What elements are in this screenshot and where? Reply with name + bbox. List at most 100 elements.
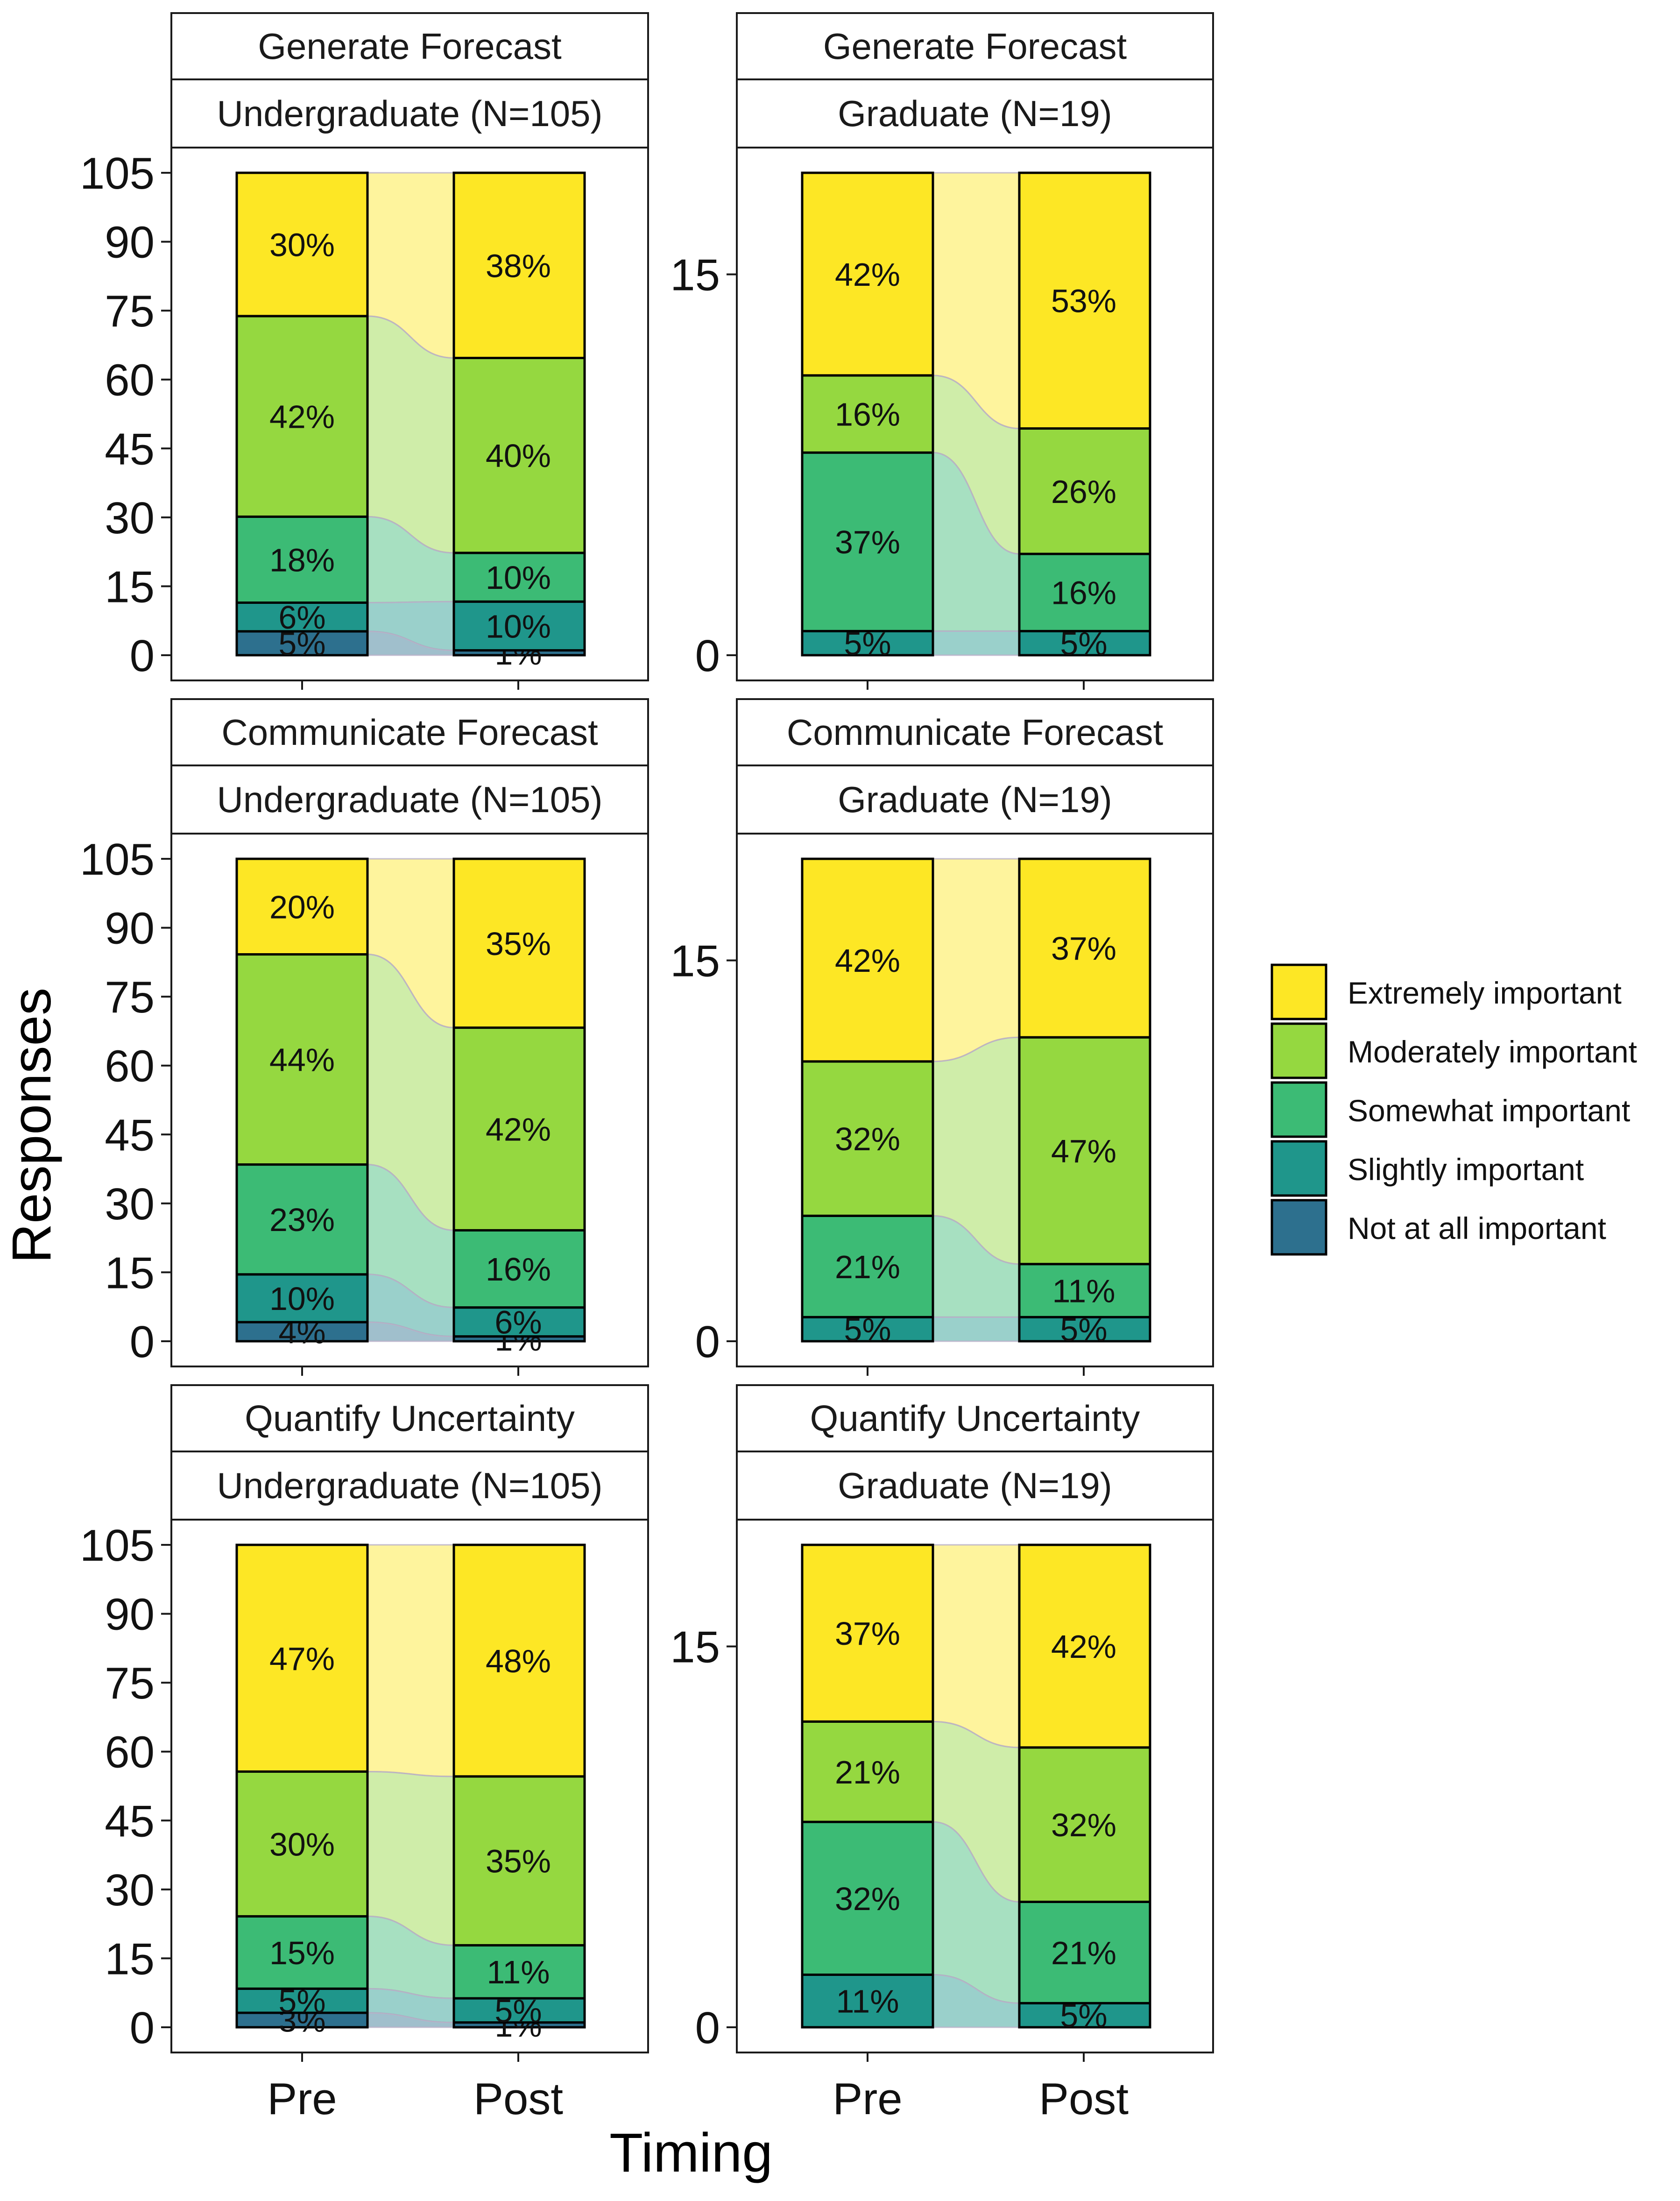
y-tick-label: 105 bbox=[80, 149, 155, 198]
panel-title: Quantify Uncertainty bbox=[245, 1398, 575, 1439]
pre-segment-extremely bbox=[801, 1543, 934, 1723]
pre-label-extremely: 30% bbox=[269, 226, 335, 263]
y-tick-label: 45 bbox=[105, 424, 155, 474]
post-segment-extremely bbox=[452, 857, 586, 1029]
pre-label-extremely: 42% bbox=[835, 942, 900, 979]
pre-label-extremely: 37% bbox=[835, 1615, 900, 1652]
y-tick-label: 0 bbox=[130, 1317, 155, 1367]
post-label-somewhat: 11% bbox=[1052, 1273, 1115, 1309]
strip-title-box bbox=[170, 12, 649, 80]
panel-title: Generate Forecast bbox=[823, 26, 1127, 67]
pre-segment-extremely bbox=[801, 857, 934, 1063]
legend-label-moderately: Moderately important bbox=[1348, 1034, 1637, 1069]
flow-extremely bbox=[367, 1544, 455, 1777]
post-label-moderately: 32% bbox=[1051, 1807, 1116, 1843]
panel-subtitle: Undergraduate (N=105) bbox=[217, 779, 602, 820]
post-label-somewhat: 16% bbox=[1051, 575, 1116, 611]
y-tick-label: 45 bbox=[105, 1110, 155, 1160]
panels: Generate Forecast Undergraduate (N=105) 0 1… bbox=[80, 12, 1214, 2124]
y-tick-label: 45 bbox=[105, 1796, 155, 1846]
post-segment-slightly bbox=[1018, 1316, 1151, 1343]
post-segment-moderately bbox=[452, 357, 586, 554]
flow-group bbox=[932, 1544, 1020, 2028]
pre-label-moderately: 42% bbox=[269, 399, 335, 435]
pre-label-moderately: 44% bbox=[269, 1042, 335, 1078]
post-label-extremely: 35% bbox=[486, 926, 551, 962]
flow-extremely bbox=[367, 172, 455, 359]
pre-segment-somewhat bbox=[801, 451, 934, 632]
y-tick-label: 30 bbox=[105, 493, 155, 543]
y-tick-label: 90 bbox=[105, 1590, 155, 1640]
pre-label-somewhat: 18% bbox=[269, 542, 335, 578]
y-tick-label: 15 bbox=[105, 1248, 155, 1298]
legend-key-moderately bbox=[1271, 1022, 1327, 1079]
y-tick-label: 90 bbox=[105, 904, 155, 954]
pre-segment-somewhat bbox=[235, 1163, 369, 1276]
y-tick-label: 0 bbox=[130, 2003, 155, 2053]
post-label-somewhat: 21% bbox=[1051, 1935, 1116, 1971]
post-segment-slightly bbox=[452, 1997, 586, 2024]
y-tick-label: 75 bbox=[105, 286, 155, 336]
pre-label-slightly: 10% bbox=[269, 1281, 335, 1317]
panel-subtitle: Graduate (N=19) bbox=[838, 93, 1112, 134]
legend-key-somewhat bbox=[1271, 1081, 1327, 1138]
post-label-extremely: 53% bbox=[1051, 283, 1116, 319]
strip-title-box bbox=[736, 1384, 1214, 1452]
panel-subtitle: Graduate (N=19) bbox=[838, 1465, 1112, 1506]
post-segment-extremely bbox=[1018, 1543, 1151, 1749]
y-axis-title: Responses bbox=[1, 988, 63, 1263]
flow-group bbox=[932, 858, 1020, 1342]
legend-label-extremely: Extremely important bbox=[1348, 976, 1622, 1010]
post-label-somewhat: 16% bbox=[486, 1251, 551, 1288]
flow-slightly bbox=[932, 1316, 1020, 1342]
panel-title: Communicate Forecast bbox=[787, 712, 1164, 753]
pre-segment-extremely bbox=[235, 1543, 369, 1773]
post-label-moderately: 26% bbox=[1051, 474, 1116, 510]
flow-extremely bbox=[932, 172, 1020, 429]
flow-group bbox=[367, 1544, 455, 2028]
legend-label-notatall: Not at all important bbox=[1348, 1211, 1606, 1246]
flow-extremely bbox=[932, 1544, 1020, 1748]
post-segment-moderately bbox=[452, 1775, 586, 1946]
post-segment-moderately bbox=[1018, 1036, 1151, 1266]
strip-subtitle-box bbox=[736, 764, 1214, 835]
strip-title-box bbox=[736, 12, 1214, 80]
x-tick-label-post: Post bbox=[1039, 2074, 1129, 2124]
legend-key-notatall bbox=[1271, 1199, 1327, 1256]
x-tick-label-post: Post bbox=[473, 2074, 563, 2124]
y-tick-label: 60 bbox=[105, 355, 155, 405]
post-label-extremely: 42% bbox=[1051, 1628, 1116, 1665]
panel-qua-gr: Quantify Uncertainty Graduate (N=19) 0 15 Pr… bbox=[670, 1384, 1214, 2124]
legend: Extremely important Moderately important S… bbox=[1271, 963, 1637, 1256]
post-segment-extremely bbox=[452, 171, 586, 360]
y-tick-label: 30 bbox=[105, 1865, 155, 1915]
post-segment-extremely bbox=[1018, 857, 1151, 1039]
y-tick-label: 30 bbox=[105, 1179, 155, 1229]
pre-label-moderately: 32% bbox=[835, 1121, 900, 1157]
post-segment-somewhat bbox=[452, 552, 586, 603]
legend-key-slightly bbox=[1271, 1140, 1327, 1197]
strip-subtitle-box bbox=[170, 78, 649, 149]
panel-qua-ug: Quantify Uncertainty Undergraduate (N=105… bbox=[80, 1384, 649, 2124]
legend-label-slightly: Slightly important bbox=[1348, 1152, 1584, 1187]
y-tick-label: 15 bbox=[105, 562, 155, 612]
post-label-moderately: 35% bbox=[486, 1843, 551, 1880]
pre-label-moderately: 30% bbox=[269, 1826, 335, 1862]
post-segment-extremely bbox=[452, 1543, 586, 1778]
post-segment-slightly bbox=[452, 600, 586, 652]
pre-segment-moderately bbox=[235, 1770, 369, 1918]
panel-gen-ug: Generate Forecast Undergraduate (N=105) 0 1… bbox=[80, 12, 649, 690]
post-segment-somewhat bbox=[452, 1229, 586, 1309]
strip-subtitle-box bbox=[736, 1451, 1214, 1521]
strip-title-box bbox=[170, 698, 649, 766]
post-segment-somewhat bbox=[1018, 1263, 1151, 1318]
y-tick-label: 75 bbox=[105, 972, 155, 1022]
y-tick-label: 105 bbox=[80, 835, 155, 885]
pre-label-slightly: 6% bbox=[278, 599, 325, 636]
pre-segment-moderately bbox=[801, 1060, 934, 1217]
y-tick-label: 0 bbox=[130, 631, 155, 681]
post-segment-moderately bbox=[1018, 1746, 1151, 1903]
